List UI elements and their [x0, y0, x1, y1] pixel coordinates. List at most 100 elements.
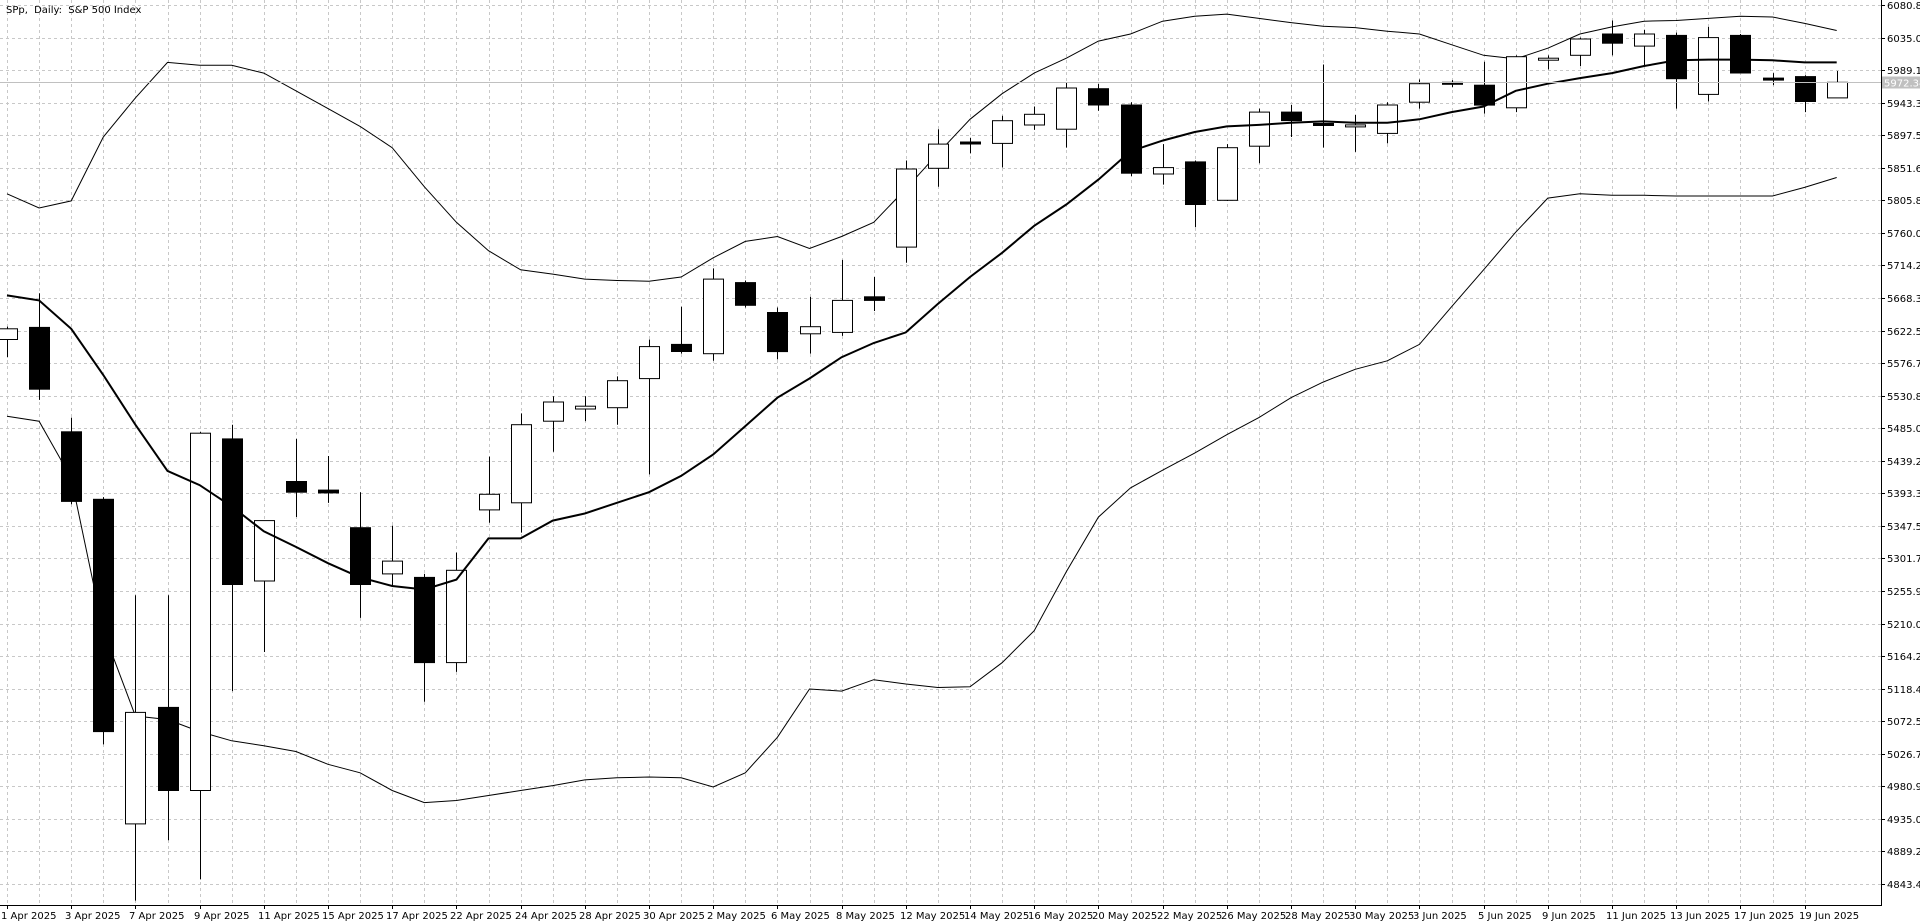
candle-body [1538, 57, 1559, 61]
y-tick-label: 5897.52 [1887, 131, 1920, 142]
svg-text:SPp, Daily: S&P 50: SPp, Daily: S&P 500 Index [6, 5, 141, 16]
candle-body [61, 431, 82, 502]
candle-body [1088, 88, 1109, 106]
candle-40 [1281, 105, 1302, 138]
candle-15 [479, 456, 500, 523]
y-axis: 6080.84 6035.01 5989.18 5943.35 5897.52 5851.… [1881, 1, 1920, 891]
x-tick-label: 3 Jun 2025 [1413, 911, 1467, 922]
x-tick-label: 7 Apr 2025 [129, 911, 184, 922]
x-tick-label: 22 Apr 2025 [450, 911, 512, 922]
candle-51 [1634, 29, 1655, 66]
x-tick-label: 20 May 2025 [1092, 911, 1157, 922]
candle-body [29, 326, 50, 390]
y-tick-label: 5530.88 [1887, 392, 1920, 403]
x-tick-label: 22 May 2025 [1157, 911, 1222, 922]
candle-body [864, 296, 885, 301]
candle-body [222, 438, 243, 585]
x-tick-label: 16 May 2025 [1028, 911, 1093, 922]
candle-body [735, 282, 756, 306]
candle-46 [1474, 61, 1495, 114]
candle-body [992, 120, 1013, 144]
x-axis: 1 Apr 2025 3 Apr 2025 7 Apr 2025 9 Apr 2025… [1, 905, 1859, 922]
y-tick-label: 5439.22 [1887, 457, 1920, 468]
candle-body [671, 343, 692, 352]
candle-24 [767, 307, 788, 360]
candle-31 [992, 115, 1013, 168]
candle-body [1153, 167, 1174, 175]
candle-body [896, 168, 917, 248]
title-symbol: SPp, [6, 5, 28, 16]
candle-body [93, 498, 114, 733]
candle-17 [543, 396, 564, 452]
candle-49 [1570, 37, 1591, 66]
candle-1 [29, 293, 50, 400]
candle-35 [1121, 102, 1142, 177]
y-tick-label: 5118.41 [1887, 685, 1920, 696]
candle-body [1666, 34, 1687, 80]
y-tick-label: 5255.90 [1887, 587, 1920, 598]
candle-12 [382, 525, 403, 587]
candle-18 [575, 396, 596, 422]
candle-body [1763, 77, 1784, 81]
candle-42 [1345, 114, 1366, 152]
x-tick-label: 14 May 2025 [964, 911, 1029, 922]
candle-37 [1185, 160, 1206, 228]
candle-body [607, 380, 628, 409]
candle-body [1345, 124, 1366, 128]
candle-16 [511, 413, 532, 533]
x-tick-label: 8 May 2025 [836, 911, 895, 922]
price-tag-box [1882, 76, 1920, 89]
candle-body [414, 576, 435, 664]
x-tick-label: 5 Jun 2025 [1478, 911, 1532, 922]
chart-title: SPp, Daily: S&P 500 Index [6, 5, 141, 16]
candle-body [125, 711, 146, 825]
candle-7 [222, 424, 243, 692]
candle-body [703, 278, 724, 355]
x-tick-label: 17 Apr 2025 [386, 911, 448, 922]
candle-22 [703, 268, 724, 361]
y-tick-label: 5026.75 [1887, 750, 1920, 761]
candle-4 [125, 595, 146, 901]
y-tick-label: 5164.24 [1887, 652, 1920, 663]
price-tag-label: 5972.34 [1884, 79, 1920, 90]
candle-body [1730, 34, 1751, 74]
x-tick-label: 6 May 2025 [771, 911, 830, 922]
y-tick-label: 5347.56 [1887, 522, 1920, 533]
candle-body [767, 312, 788, 353]
candle-body [1185, 161, 1206, 205]
candle-32 [1024, 106, 1045, 130]
candle-body [350, 527, 371, 586]
candle-13 [414, 573, 435, 702]
candle-10 [318, 455, 339, 503]
x-tick-label: 9 Jun 2025 [1542, 911, 1596, 922]
candle-21 [671, 306, 692, 354]
x-tick-label: 19 Jun 2025 [1799, 911, 1859, 922]
y-tick-label: 4843.43 [1887, 880, 1920, 891]
candle-body [1313, 123, 1334, 126]
x-tick-label: 26 May 2025 [1221, 911, 1286, 922]
candles [0, 20, 1848, 901]
y-tick-label: 4935.09 [1887, 815, 1920, 826]
y-tick-label: 5943.35 [1887, 99, 1920, 110]
moving-average [6, 58, 1837, 591]
candle-6 [190, 431, 211, 880]
candle-body [446, 569, 467, 664]
candle-38 [1217, 144, 1238, 201]
x-tick-label: 17 Jun 2025 [1734, 911, 1794, 922]
y-tick-label: 5576.71 [1887, 359, 1920, 370]
candle-body [639, 346, 660, 380]
candle-body [1698, 37, 1719, 95]
candle-19 [607, 376, 628, 425]
candle-50 [1602, 20, 1623, 56]
y-tick-label: 5760.03 [1887, 229, 1920, 240]
x-tick-label: 11 Jun 2025 [1606, 911, 1666, 922]
candle-48 [1538, 55, 1559, 70]
y-tick-label: 5072.58 [1887, 717, 1920, 728]
candle-body [1024, 113, 1045, 126]
bollinger-bands [6, 13, 1837, 804]
candle-body [928, 143, 949, 169]
candle-3 [93, 497, 114, 745]
candle-body [1281, 111, 1302, 122]
candle-0 [0, 326, 18, 358]
